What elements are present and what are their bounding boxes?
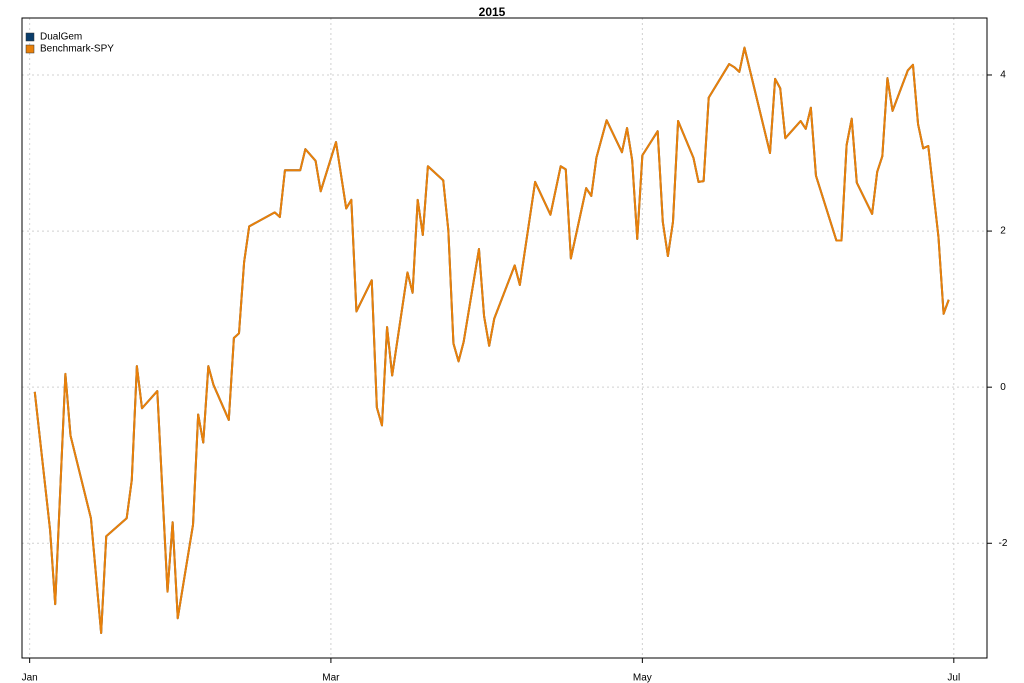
y-tick-label: 0 xyxy=(1000,382,1006,393)
y-tick-label: -2 xyxy=(999,538,1008,549)
plot-frame xyxy=(21,17,988,659)
x-tick-label: Jul xyxy=(947,673,960,683)
y-tick-label: 2 xyxy=(1000,226,1006,237)
x-tick-label: Mar xyxy=(322,673,340,683)
y-tick-label: 4 xyxy=(1000,70,1006,81)
x-tick-label: Jan xyxy=(22,673,38,683)
legend-label: DualGem xyxy=(40,32,82,43)
legend-label: Benchmark-SPY xyxy=(40,44,114,55)
x-tick-label: May xyxy=(633,673,652,683)
legend-swatch xyxy=(25,32,35,42)
series-line xyxy=(33,46,950,635)
legend-swatch xyxy=(25,44,35,54)
chart-title: 2015 xyxy=(479,5,506,19)
